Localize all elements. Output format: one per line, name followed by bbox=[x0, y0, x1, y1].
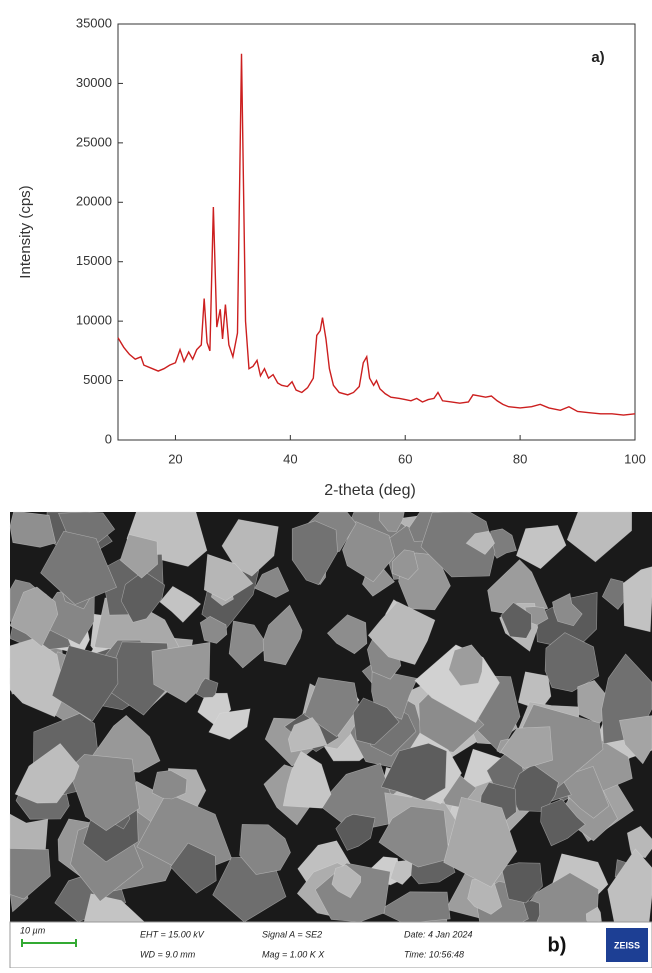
particle bbox=[119, 534, 158, 579]
particle bbox=[619, 715, 652, 765]
particle bbox=[500, 602, 532, 639]
particle bbox=[352, 697, 400, 746]
sem-image bbox=[9, 511, 652, 923]
y-tick-label: 10000 bbox=[76, 313, 112, 328]
particle bbox=[159, 586, 202, 623]
particle bbox=[540, 798, 586, 847]
particle bbox=[51, 645, 119, 722]
particle bbox=[622, 566, 652, 633]
x-tick-label: 100 bbox=[624, 451, 646, 466]
wd: WD = 9.0 mm bbox=[140, 949, 196, 959]
panel-label: b) bbox=[548, 934, 567, 956]
y-tick-label: 15000 bbox=[76, 253, 112, 268]
particle bbox=[448, 644, 484, 687]
particle bbox=[151, 770, 188, 800]
particle bbox=[566, 511, 633, 563]
particle bbox=[262, 604, 303, 666]
y-tick-label: 25000 bbox=[76, 134, 112, 149]
particle bbox=[9, 586, 59, 648]
particle bbox=[510, 764, 559, 812]
particle bbox=[208, 708, 251, 740]
particle bbox=[195, 677, 219, 698]
particle bbox=[326, 614, 368, 655]
particle bbox=[291, 520, 338, 586]
panel-label: a) bbox=[591, 49, 604, 66]
particle bbox=[544, 632, 600, 693]
x-tick-label: 40 bbox=[283, 451, 297, 466]
x-tick-label: 20 bbox=[168, 451, 182, 466]
x-axis-label: 2-theta (deg) bbox=[324, 482, 416, 499]
magnification: Mag = 1.00 K X bbox=[262, 949, 325, 959]
particle bbox=[391, 549, 419, 580]
particle bbox=[367, 601, 436, 665]
x-tick-label: 80 bbox=[513, 451, 527, 466]
scale-bar-label: 10 µm bbox=[20, 925, 46, 935]
particle bbox=[254, 566, 290, 598]
particle bbox=[378, 806, 450, 868]
particle bbox=[335, 813, 376, 851]
particle bbox=[500, 726, 553, 769]
particle bbox=[199, 615, 228, 644]
particle bbox=[304, 677, 360, 738]
particle bbox=[40, 530, 117, 605]
plot-frame bbox=[117, 23, 636, 441]
particle bbox=[552, 593, 583, 627]
y-tick-label: 35000 bbox=[76, 15, 112, 30]
eht: EHT = 15.00 kV bbox=[140, 929, 205, 939]
particle bbox=[120, 570, 166, 623]
particle bbox=[170, 842, 217, 894]
time: Time: 10:56:48 bbox=[404, 949, 464, 959]
particle bbox=[228, 620, 269, 669]
y-tick-label: 20000 bbox=[76, 194, 112, 209]
y-tick-label: 5000 bbox=[83, 372, 112, 387]
particle bbox=[331, 864, 362, 899]
logo: ZEISS bbox=[614, 940, 640, 950]
particle bbox=[221, 519, 279, 577]
x-tick-label: 60 bbox=[398, 451, 412, 466]
particle bbox=[378, 511, 405, 532]
particle bbox=[342, 521, 396, 583]
particle bbox=[14, 743, 80, 804]
xrd-line bbox=[117, 53, 636, 416]
y-tick-label: 0 bbox=[105, 431, 112, 446]
particle bbox=[9, 638, 66, 718]
particle bbox=[287, 717, 328, 753]
particle bbox=[282, 750, 332, 809]
particle bbox=[420, 511, 496, 578]
date: Date: 4 Jan 2024 bbox=[404, 929, 473, 939]
y-tick-label: 30000 bbox=[76, 75, 112, 90]
particle bbox=[465, 530, 495, 555]
particle bbox=[239, 824, 291, 875]
logo-box bbox=[606, 928, 648, 962]
y-axis-label: Intensity (cps) bbox=[17, 185, 34, 278]
particle bbox=[516, 525, 567, 569]
particle bbox=[9, 848, 51, 900]
particle bbox=[203, 553, 254, 601]
particle bbox=[9, 511, 57, 548]
info-bar bbox=[9, 921, 652, 969]
particle bbox=[443, 796, 518, 888]
signal: Signal A = SE2 bbox=[262, 929, 322, 939]
particle bbox=[151, 642, 211, 703]
particle bbox=[380, 742, 448, 801]
